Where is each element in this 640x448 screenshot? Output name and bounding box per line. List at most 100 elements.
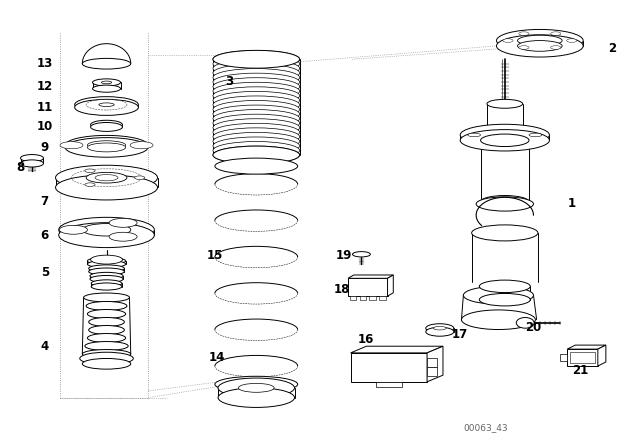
Ellipse shape bbox=[461, 310, 536, 330]
Bar bbox=[348, 278, 388, 296]
Ellipse shape bbox=[468, 133, 481, 137]
Ellipse shape bbox=[519, 32, 529, 35]
Ellipse shape bbox=[213, 87, 300, 105]
Ellipse shape bbox=[487, 126, 523, 135]
Ellipse shape bbox=[213, 133, 300, 150]
Ellipse shape bbox=[89, 268, 124, 275]
Ellipse shape bbox=[215, 158, 298, 174]
Text: 6: 6 bbox=[40, 228, 49, 241]
Bar bbox=[360, 296, 366, 300]
Ellipse shape bbox=[85, 183, 95, 186]
Ellipse shape bbox=[213, 105, 300, 123]
Polygon shape bbox=[427, 346, 443, 382]
Ellipse shape bbox=[550, 46, 561, 49]
Ellipse shape bbox=[93, 79, 120, 86]
Ellipse shape bbox=[213, 55, 300, 73]
Text: 14: 14 bbox=[209, 351, 225, 364]
Ellipse shape bbox=[59, 223, 154, 248]
Ellipse shape bbox=[130, 142, 153, 149]
Ellipse shape bbox=[213, 73, 300, 91]
Text: 15: 15 bbox=[207, 249, 223, 262]
Ellipse shape bbox=[60, 142, 83, 149]
Ellipse shape bbox=[88, 258, 125, 264]
Ellipse shape bbox=[239, 383, 274, 392]
Text: 4: 4 bbox=[40, 340, 49, 353]
Bar bbox=[350, 296, 356, 300]
Ellipse shape bbox=[213, 123, 300, 141]
Ellipse shape bbox=[460, 124, 549, 146]
Ellipse shape bbox=[91, 120, 122, 129]
Ellipse shape bbox=[460, 129, 549, 151]
Ellipse shape bbox=[134, 176, 145, 180]
Ellipse shape bbox=[503, 39, 513, 43]
Ellipse shape bbox=[213, 50, 300, 68]
Bar bbox=[351, 353, 427, 382]
Ellipse shape bbox=[83, 58, 131, 69]
Ellipse shape bbox=[215, 376, 298, 392]
Text: 17: 17 bbox=[452, 328, 468, 341]
Bar bbox=[427, 367, 437, 376]
Ellipse shape bbox=[85, 169, 95, 172]
Ellipse shape bbox=[92, 280, 122, 287]
Ellipse shape bbox=[213, 100, 300, 118]
Text: 16: 16 bbox=[358, 333, 374, 346]
Ellipse shape bbox=[476, 197, 534, 211]
Text: 9: 9 bbox=[40, 141, 49, 154]
Ellipse shape bbox=[433, 327, 446, 330]
Ellipse shape bbox=[426, 327, 454, 336]
Ellipse shape bbox=[213, 96, 300, 114]
Ellipse shape bbox=[85, 341, 128, 350]
Text: 13: 13 bbox=[36, 57, 53, 70]
Ellipse shape bbox=[516, 318, 534, 328]
Ellipse shape bbox=[86, 172, 127, 183]
Ellipse shape bbox=[213, 128, 300, 146]
Ellipse shape bbox=[518, 35, 562, 46]
Ellipse shape bbox=[88, 141, 125, 150]
Ellipse shape bbox=[84, 293, 129, 302]
Polygon shape bbox=[83, 44, 131, 64]
Ellipse shape bbox=[101, 81, 111, 84]
Text: 11: 11 bbox=[36, 101, 53, 114]
Text: 8: 8 bbox=[17, 160, 24, 173]
Text: 18: 18 bbox=[334, 284, 351, 297]
Ellipse shape bbox=[89, 326, 124, 334]
Ellipse shape bbox=[20, 155, 44, 162]
Bar bbox=[567, 349, 598, 366]
Ellipse shape bbox=[91, 122, 122, 131]
Bar bbox=[570, 352, 595, 363]
Bar bbox=[427, 358, 437, 367]
Text: 10: 10 bbox=[36, 121, 53, 134]
Text: 3: 3 bbox=[225, 75, 234, 88]
Ellipse shape bbox=[89, 318, 124, 327]
Text: 00063_43: 00063_43 bbox=[463, 423, 508, 432]
Ellipse shape bbox=[518, 41, 562, 51]
Text: 5: 5 bbox=[40, 267, 49, 280]
Ellipse shape bbox=[479, 293, 531, 306]
Ellipse shape bbox=[213, 146, 300, 164]
Polygon shape bbox=[567, 345, 606, 349]
Text: 12: 12 bbox=[36, 80, 53, 93]
Ellipse shape bbox=[213, 82, 300, 100]
Ellipse shape bbox=[487, 99, 523, 108]
Ellipse shape bbox=[92, 283, 122, 290]
Ellipse shape bbox=[88, 310, 125, 319]
Ellipse shape bbox=[60, 225, 88, 234]
Ellipse shape bbox=[90, 276, 123, 283]
Ellipse shape bbox=[86, 302, 127, 310]
Ellipse shape bbox=[213, 110, 300, 127]
Text: 7: 7 bbox=[41, 195, 49, 208]
Bar bbox=[369, 296, 376, 300]
Text: 1: 1 bbox=[568, 198, 576, 211]
Polygon shape bbox=[388, 275, 394, 296]
Ellipse shape bbox=[519, 46, 529, 49]
Ellipse shape bbox=[481, 195, 529, 208]
Ellipse shape bbox=[213, 114, 300, 132]
Polygon shape bbox=[348, 275, 394, 278]
Ellipse shape bbox=[83, 349, 131, 358]
Ellipse shape bbox=[353, 252, 371, 257]
Ellipse shape bbox=[463, 286, 534, 304]
Ellipse shape bbox=[93, 85, 120, 92]
Ellipse shape bbox=[213, 60, 300, 78]
Ellipse shape bbox=[75, 97, 138, 113]
Ellipse shape bbox=[88, 333, 125, 342]
